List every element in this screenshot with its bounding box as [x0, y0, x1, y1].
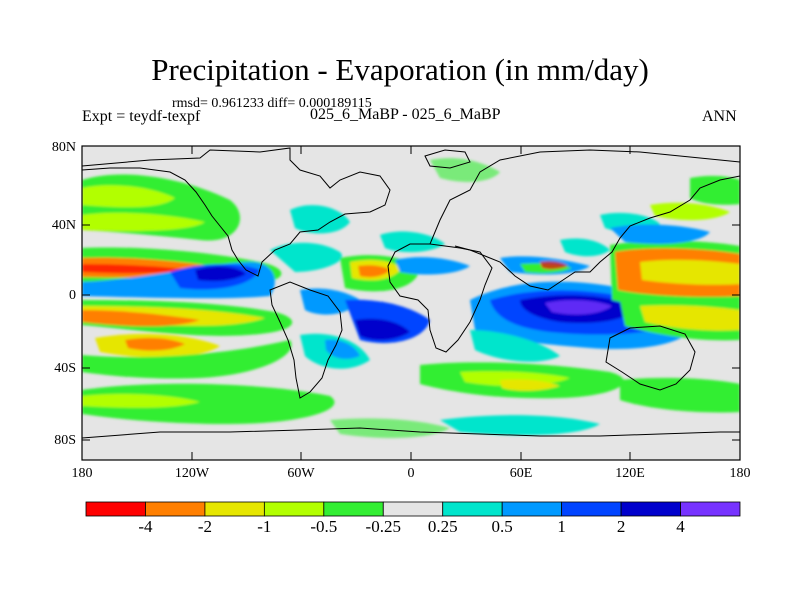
experiment-label: Expt = teydf-texpf: [82, 108, 201, 125]
map-field: [82, 146, 740, 460]
colorbar-label: 2: [616, 517, 626, 536]
season-label: ANN: [702, 108, 737, 125]
colorbar-swatch-10: [680, 501, 741, 517]
colorbar-swatch-1: [145, 501, 206, 517]
colorbar-swatch-7: [501, 501, 563, 517]
colorbar-label: -0.25: [365, 517, 401, 536]
colorbar-label: -2: [197, 517, 212, 536]
lon-label-120e: 120E: [615, 466, 645, 481]
lat-label-40s: 40S: [54, 361, 76, 376]
lon-label-180w: 180: [71, 466, 93, 481]
colorbar-swatch-8: [561, 501, 622, 517]
colorbar-label: -1: [257, 517, 272, 536]
colorbar-label: -4: [138, 517, 153, 536]
lat-label-40n: 40N: [51, 218, 76, 233]
lat-label-0: 0: [69, 288, 76, 303]
colorbar-swatch-6: [442, 501, 503, 517]
colorbar-swatch-5: [382, 501, 444, 517]
lon-label-0: 0: [407, 466, 415, 481]
coastlines: [82, 147, 740, 439]
precip-field-blobs: [82, 158, 740, 438]
colorbar-label: 1: [557, 517, 566, 536]
axis-ticks: [81, 145, 741, 460]
colorbar-swatch-0: [85, 501, 146, 517]
colorbar-label: -0.5: [310, 517, 338, 536]
lon-label-60e: 60E: [509, 466, 533, 481]
lon-label-120w: 120W: [174, 466, 210, 481]
colorbar: [85, 501, 741, 517]
colorbar-swatch-2: [204, 501, 265, 517]
lon-label-60w: 60W: [287, 466, 315, 481]
colorbar-swatch-9: [620, 501, 681, 517]
colorbar-swatch-4: [323, 501, 384, 517]
lon-label-180e: 180: [729, 466, 751, 481]
run-label: 025_6_MaBP - 025_6_MaBP: [310, 106, 501, 123]
colorbar-label: 0.5: [491, 517, 513, 536]
colorbar-label: 4: [676, 517, 685, 536]
colorbar-label: 0.25: [427, 517, 458, 536]
lat-label-80s: 80S: [54, 433, 76, 448]
rmsd-diff-stats: rmsd= 0.961233 diff= 0.000189115: [172, 96, 372, 111]
map-title: Precipitation - Evaporation (in mm/day): [151, 52, 649, 87]
lat-label-80n: 80N: [51, 140, 76, 155]
colorbar-swatch-3: [263, 501, 325, 517]
